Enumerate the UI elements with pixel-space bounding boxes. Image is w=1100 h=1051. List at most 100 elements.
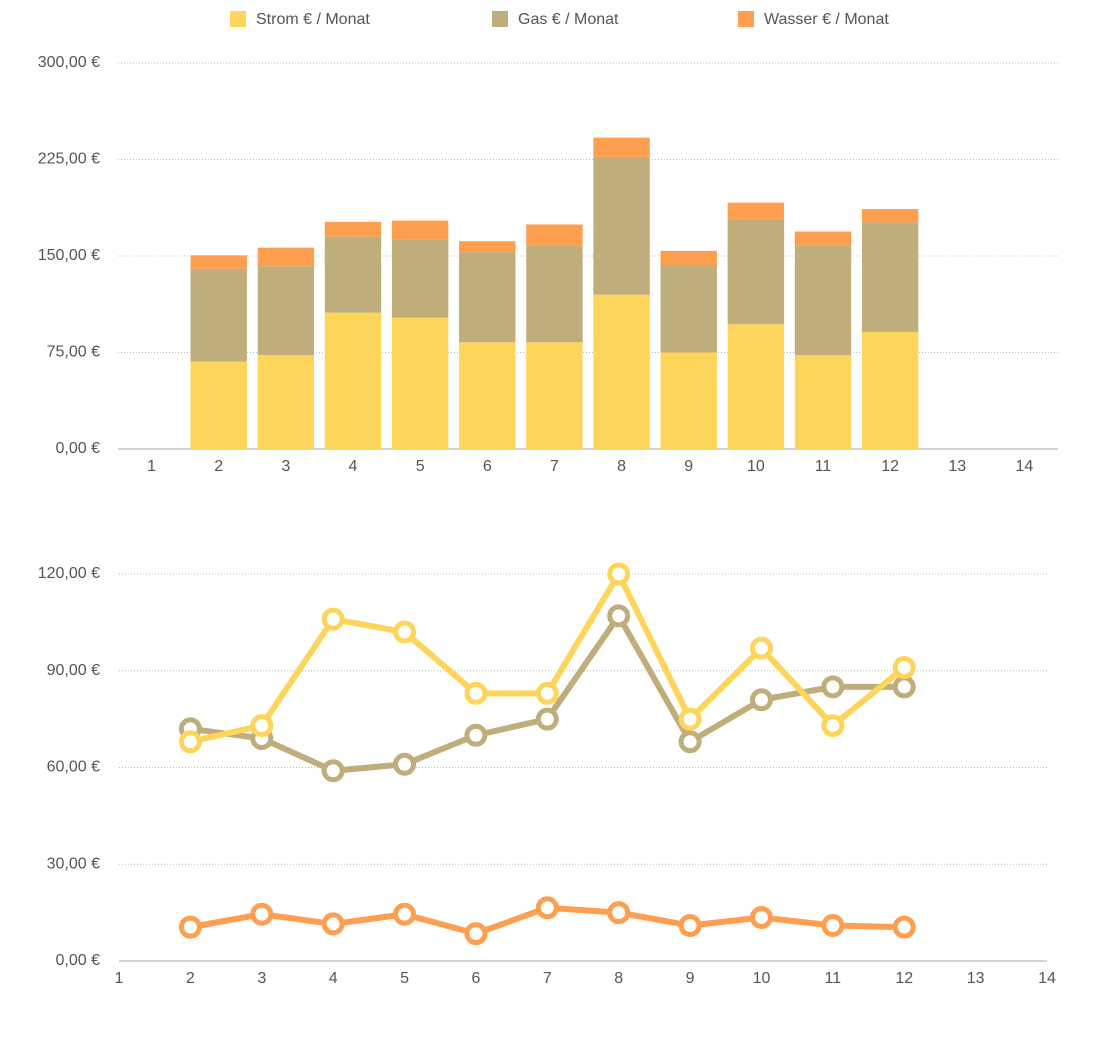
point <box>821 714 845 738</box>
legend-swatch <box>492 11 508 27</box>
bar-segment <box>660 265 717 353</box>
legend-label: Strom € / Monat <box>256 11 370 28</box>
point <box>464 723 488 747</box>
x-tick-label: 4 <box>349 458 358 475</box>
x-tick-label: 6 <box>483 458 492 475</box>
point <box>535 896 559 920</box>
x-tick-label: 14 <box>1016 458 1034 475</box>
bar-segment <box>257 355 315 449</box>
y-tick-label: 150,00 € <box>38 247 100 264</box>
x-tick-label: 7 <box>550 458 559 475</box>
point <box>678 730 702 754</box>
bar-segment <box>391 239 449 318</box>
bar-segment <box>324 236 382 313</box>
bar-segment <box>593 294 650 449</box>
point <box>464 922 488 946</box>
bar-segment <box>526 245 583 343</box>
x-tick-label: 1 <box>147 458 156 475</box>
bar-segment <box>593 137 650 157</box>
x-tick-label: 4 <box>329 970 338 987</box>
point <box>178 915 202 939</box>
point <box>250 902 274 926</box>
x-tick-label: 6 <box>471 970 480 987</box>
x-tick-label: 2 <box>214 458 223 475</box>
x-tick-label: 11 <box>815 458 832 475</box>
point <box>892 656 916 680</box>
bar-segment <box>324 312 382 449</box>
x-tick-label: 5 <box>416 458 425 475</box>
y-tick-label: 0,00 € <box>56 952 101 969</box>
bar-segment <box>190 255 247 269</box>
y-tick-label: 300,00 € <box>38 54 100 71</box>
bar-segment <box>727 202 785 220</box>
legend-swatch <box>230 11 246 27</box>
x-tick-label: 1 <box>115 970 124 987</box>
x-tick-label: 7 <box>543 970 552 987</box>
bar-segment <box>794 231 852 246</box>
legend-label: Wasser € / Monat <box>764 11 889 28</box>
x-tick-label: 3 <box>257 970 266 987</box>
bar-segment <box>861 209 919 223</box>
bar-segment <box>861 222 919 332</box>
point <box>393 620 417 644</box>
point <box>678 707 702 731</box>
point <box>892 675 916 699</box>
point <box>749 688 773 712</box>
x-tick-label: 14 <box>1038 970 1056 987</box>
point <box>892 915 916 939</box>
x-tick-label: 12 <box>895 970 913 987</box>
y-tick-label: 225,00 € <box>38 151 100 168</box>
point <box>535 707 559 731</box>
point <box>535 681 559 705</box>
x-tick-label: 10 <box>753 970 771 987</box>
y-tick-label: 30,00 € <box>47 855 100 872</box>
bar-segment <box>794 245 852 356</box>
bar-segment <box>794 355 852 449</box>
point <box>607 901 631 925</box>
bar-segment <box>324 221 382 237</box>
bar-segment <box>526 342 583 449</box>
point <box>178 730 202 754</box>
bar-segment <box>861 331 919 449</box>
y-tick-label: 90,00 € <box>47 662 100 679</box>
x-tick-label: 9 <box>684 458 693 475</box>
point <box>607 604 631 628</box>
bar-segment <box>526 224 583 246</box>
bar-segment <box>257 247 315 267</box>
x-tick-label: 3 <box>281 458 290 475</box>
x-tick-label: 2 <box>186 970 195 987</box>
x-tick-label: 13 <box>948 458 966 475</box>
y-tick-label: 60,00 € <box>47 759 100 776</box>
bar-segment <box>727 219 785 325</box>
y-tick-label: 75,00 € <box>47 344 100 361</box>
bar-segment <box>391 317 449 449</box>
bar-segment <box>190 361 247 449</box>
point <box>749 636 773 660</box>
y-tick-label: 120,00 € <box>38 565 100 582</box>
point <box>321 607 345 631</box>
bar-segment <box>190 268 247 362</box>
legend-label: Gas € / Monat <box>518 11 619 28</box>
bar-segment <box>459 342 516 449</box>
point <box>821 914 845 938</box>
bar-segment <box>459 252 516 343</box>
x-tick-label: 8 <box>614 970 623 987</box>
point <box>678 914 702 938</box>
bar-segment <box>257 266 315 356</box>
bar-segment <box>727 324 785 449</box>
x-tick-label: 10 <box>747 458 765 475</box>
x-tick-label: 13 <box>967 970 985 987</box>
x-tick-label: 9 <box>686 970 695 987</box>
bar-segment <box>459 241 516 253</box>
bar-segment <box>660 250 717 266</box>
x-tick-label: 5 <box>400 970 409 987</box>
x-tick-label: 12 <box>881 458 899 475</box>
point <box>250 714 274 738</box>
point <box>607 562 631 586</box>
point <box>321 759 345 783</box>
bar-segment <box>593 156 650 295</box>
point <box>464 681 488 705</box>
point <box>393 902 417 926</box>
point <box>749 905 773 929</box>
